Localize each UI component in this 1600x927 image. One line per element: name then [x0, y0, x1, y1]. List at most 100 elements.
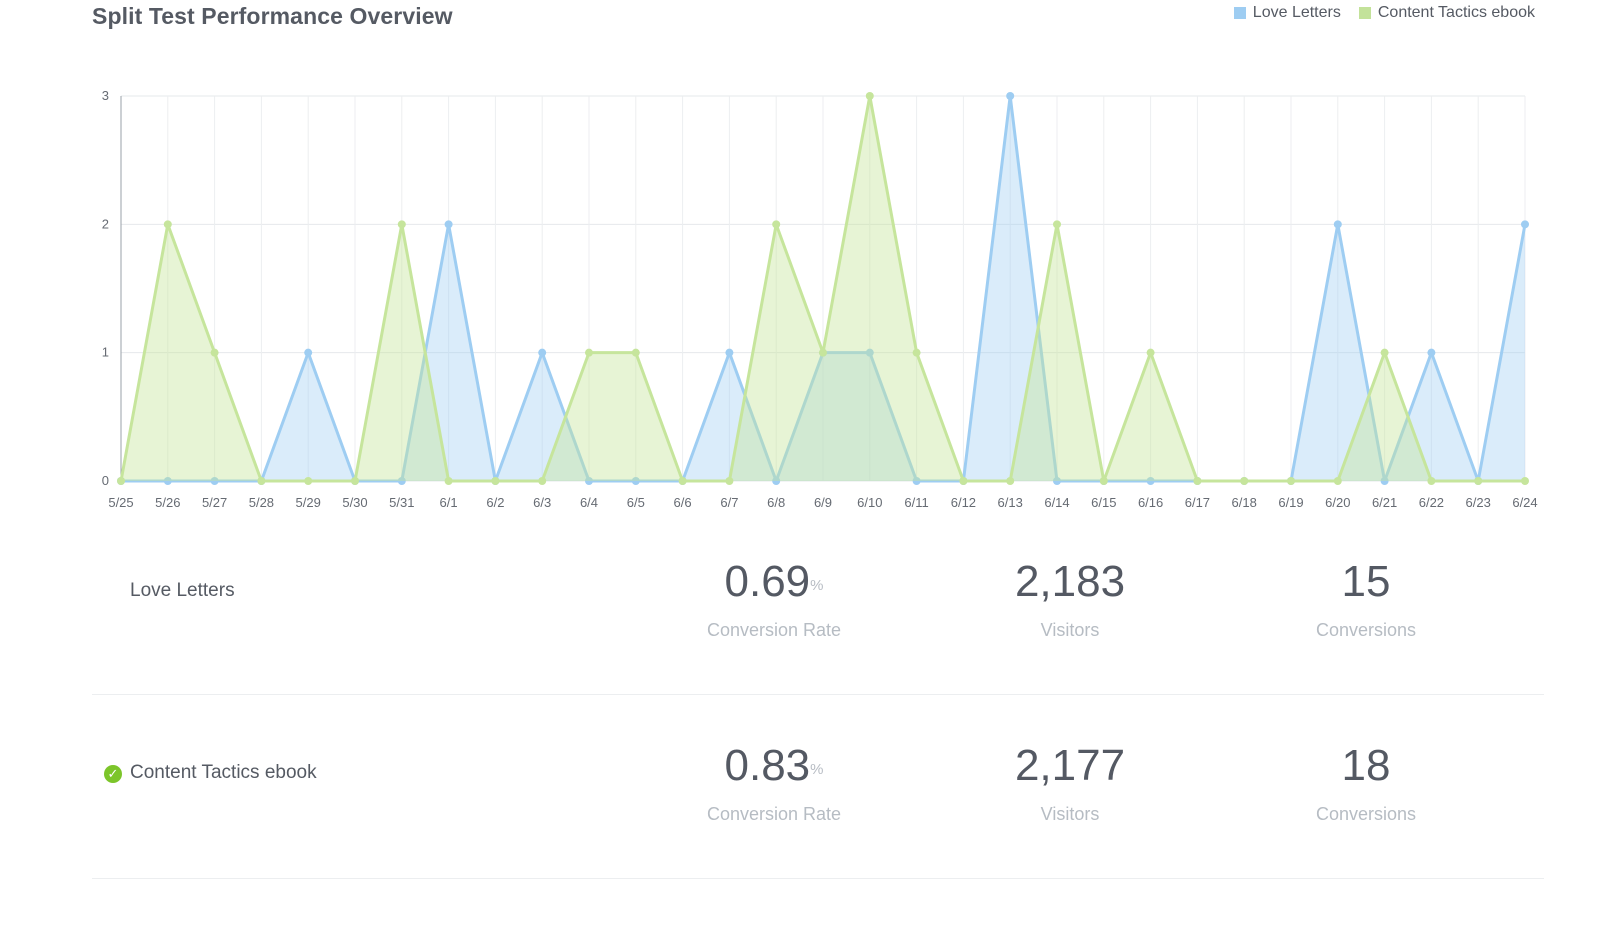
conversions-metric: 18 Conversions	[1256, 742, 1476, 825]
variant-row-content-tactics: ✓ Content Tactics ebook 0.83% Conversion…	[92, 696, 1544, 879]
x-tick-label: 5/29	[296, 495, 321, 510]
data-point-content-tactics	[1521, 477, 1529, 485]
chart-legend: Love Letters Content Tactics ebook	[1233, 4, 1535, 22]
data-point-content-tactics	[912, 348, 921, 357]
variant-name: Love Letters	[130, 580, 235, 601]
conversions-value: 18	[1341, 741, 1391, 790]
x-tick-label: 6/13	[998, 495, 1023, 510]
x-tick-label: 5/25	[108, 495, 133, 510]
x-tick-label: 6/11	[904, 495, 928, 510]
data-point-content-tactics	[1474, 477, 1483, 485]
data-point-content-tactics	[304, 477, 313, 485]
data-point-love-letters	[210, 477, 219, 485]
data-point-content-tactics	[1099, 477, 1108, 485]
data-point-love-letters	[397, 477, 406, 485]
y-tick-label: 0	[102, 473, 109, 488]
x-tick-label: 6/22	[1419, 495, 1444, 510]
data-point-content-tactics	[1146, 348, 1155, 357]
visitors-metric: 2,183 Visitors	[960, 558, 1180, 641]
data-point-love-letters	[912, 477, 921, 485]
data-point-love-letters	[1380, 477, 1389, 485]
legend-swatch	[1233, 7, 1246, 19]
data-point-content-tactics	[959, 477, 968, 485]
x-tick-label: 6/23	[1466, 495, 1491, 510]
series-area-content-tactics	[121, 96, 1525, 481]
data-point-love-letters	[585, 477, 593, 485]
visitors-label: Visitors	[1040, 804, 1100, 824]
data-point-content-tactics	[163, 220, 172, 229]
y-tick-label: 2	[102, 216, 109, 231]
data-point-content-tactics	[1006, 477, 1015, 485]
data-point-content-tactics	[865, 92, 874, 100]
percent-sign: %	[810, 761, 824, 778]
legend-item-love-letters[interactable]: Love Letters	[1233, 4, 1341, 22]
data-point-love-letters	[631, 477, 640, 485]
data-point-content-tactics	[491, 477, 500, 485]
conversions-label: Conversions	[1315, 620, 1417, 640]
visitors-value: 2,183	[1014, 557, 1126, 606]
data-point-love-letters	[1521, 220, 1529, 229]
data-point-content-tactics	[538, 477, 547, 485]
conversion-rate-label: Conversion Rate	[706, 620, 842, 640]
data-point-love-letters	[772, 477, 781, 485]
conversion-rate-value: 0.69%	[664, 558, 884, 606]
data-point-love-letters	[1053, 477, 1061, 485]
series-area-love-letters	[121, 96, 1525, 481]
x-tick-label: 6/15	[1091, 495, 1116, 510]
data-point-love-letters	[1427, 348, 1436, 357]
page-title: Split Test Performance Overview	[92, 3, 453, 29]
data-point-content-tactics	[1287, 477, 1295, 485]
x-tick-label: 5/31	[389, 495, 414, 510]
data-point-content-tactics	[1333, 477, 1342, 485]
data-point-content-tactics	[117, 477, 125, 485]
data-point-content-tactics	[397, 220, 406, 229]
data-point-love-letters	[304, 348, 313, 357]
percent-sign: %	[810, 577, 824, 594]
x-tick-label: 6/6	[674, 495, 692, 510]
x-tick-label: 6/7	[720, 495, 738, 510]
data-point-love-letters	[163, 477, 172, 485]
data-point-content-tactics	[1193, 477, 1202, 485]
x-tick-label: 6/17	[1185, 495, 1210, 510]
x-tick-label: 6/18	[1232, 495, 1257, 510]
conversion-rate-number: 0.69	[724, 557, 811, 606]
legend-swatch	[1358, 7, 1371, 19]
conversion-rate-metric: 0.83% Conversion Rate	[664, 742, 884, 825]
winner-check-icon: ✓	[104, 765, 122, 783]
x-tick-label: 5/28	[249, 495, 274, 510]
x-tick-label: 6/10	[857, 495, 882, 510]
data-point-love-letters	[538, 348, 547, 357]
visitors-value: 2,177	[1014, 741, 1126, 790]
performance-chart: 0 1 2 3 5/25 5/26 5/27 5/28 5/29 5/30 5/31 6/1 6/2 6/…	[102, 88, 1538, 510]
data-point-content-tactics	[631, 348, 640, 357]
conversion-rate-metric: 0.69% Conversion Rate	[664, 558, 884, 641]
conversion-rate-value: 0.83%	[664, 742, 884, 790]
data-point-content-tactics	[1380, 348, 1389, 357]
data-point-content-tactics	[585, 348, 593, 357]
data-point-love-letters	[865, 348, 874, 357]
conversions-metric: 15 Conversions	[1256, 558, 1476, 641]
legend-item-content-tactics[interactable]: Content Tactics ebook	[1358, 4, 1535, 22]
x-tick-label: 6/3	[533, 495, 551, 510]
x-tick-label: 6/21	[1372, 495, 1397, 510]
y-tick-label: 1	[102, 345, 109, 360]
visitors-label: Visitors	[1040, 620, 1100, 640]
x-tick-label: 6/24	[1512, 495, 1537, 510]
x-tick-label: 6/9	[814, 495, 832, 510]
conversions-value: 15	[1341, 557, 1391, 606]
data-point-content-tactics	[819, 348, 827, 357]
data-point-content-tactics	[351, 477, 359, 485]
x-tick-label: 6/8	[767, 495, 785, 510]
x-tick-label: 6/16	[1138, 495, 1163, 510]
data-point-love-letters	[1333, 220, 1342, 229]
x-tick-label: 6/1	[440, 495, 458, 510]
data-point-content-tactics	[1240, 477, 1249, 485]
variant-name: Content Tactics ebook	[130, 762, 317, 783]
x-tick-label: 5/26	[155, 495, 180, 510]
x-tick-label: 6/2	[486, 495, 504, 510]
data-point-content-tactics	[1053, 220, 1061, 229]
x-tick-label: 5/30	[342, 495, 367, 510]
x-tick-label: 5/27	[202, 495, 227, 510]
data-point-content-tactics	[678, 477, 687, 485]
data-point-content-tactics	[772, 220, 781, 229]
